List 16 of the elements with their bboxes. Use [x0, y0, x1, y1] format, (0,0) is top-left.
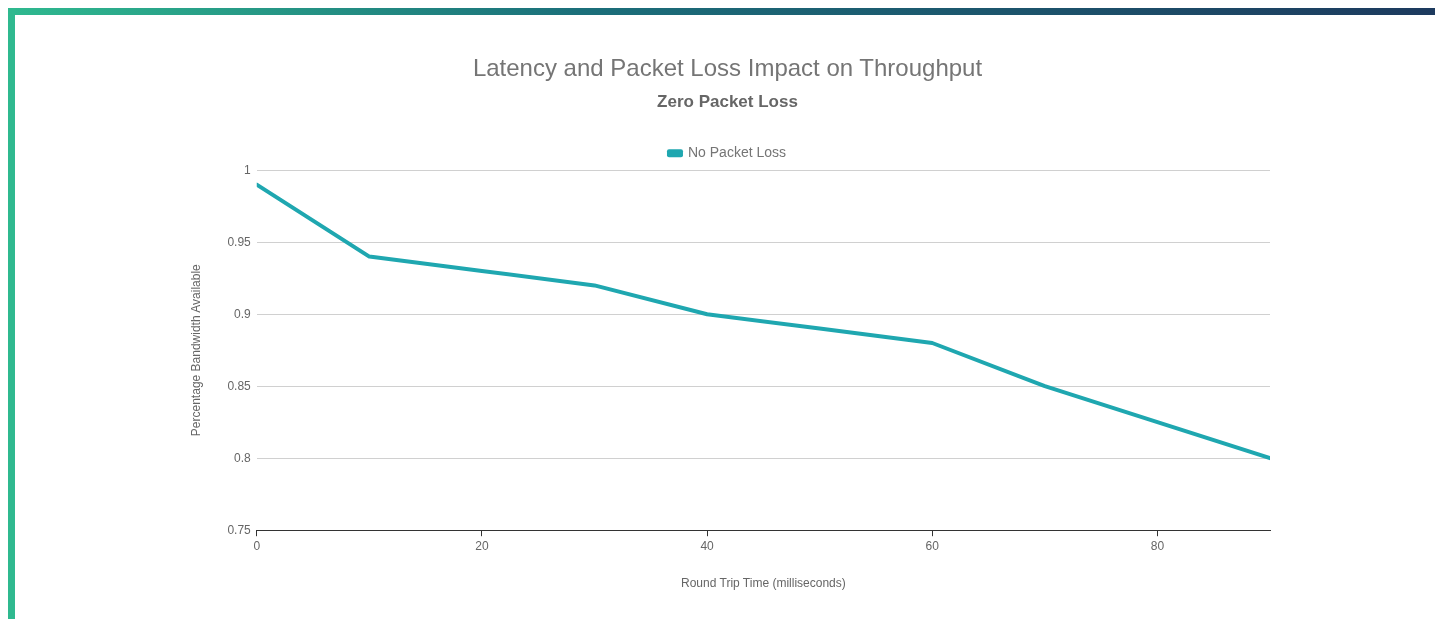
y-tick-label: 1	[244, 162, 252, 177]
y-tick-label: 0.8	[234, 450, 252, 465]
y-tick-label: 0.85	[227, 378, 252, 393]
x-axis-title: Round Trip Time (milliseconds)	[681, 576, 846, 591]
chart-title: Latency and Packet Loss Impact on Throughput	[472, 54, 983, 82]
chart-subtitle: Zero Packet Loss	[657, 91, 798, 111]
legend-label: No Packet Loss	[687, 144, 787, 161]
y-axis-title: Percentage Bandwidth Available	[188, 263, 203, 437]
x-tick-label: 80	[1150, 538, 1165, 553]
y-tick-label: 0.9	[234, 306, 252, 321]
y-tick-label: 0.95	[227, 234, 252, 249]
x-tick-label: 20	[475, 538, 489, 553]
y-tick-label: 0.75	[227, 522, 252, 537]
x-tick-label: 60	[925, 538, 940, 553]
x-tick-label: 40	[700, 538, 715, 553]
x-tick-label: 0	[253, 538, 261, 553]
